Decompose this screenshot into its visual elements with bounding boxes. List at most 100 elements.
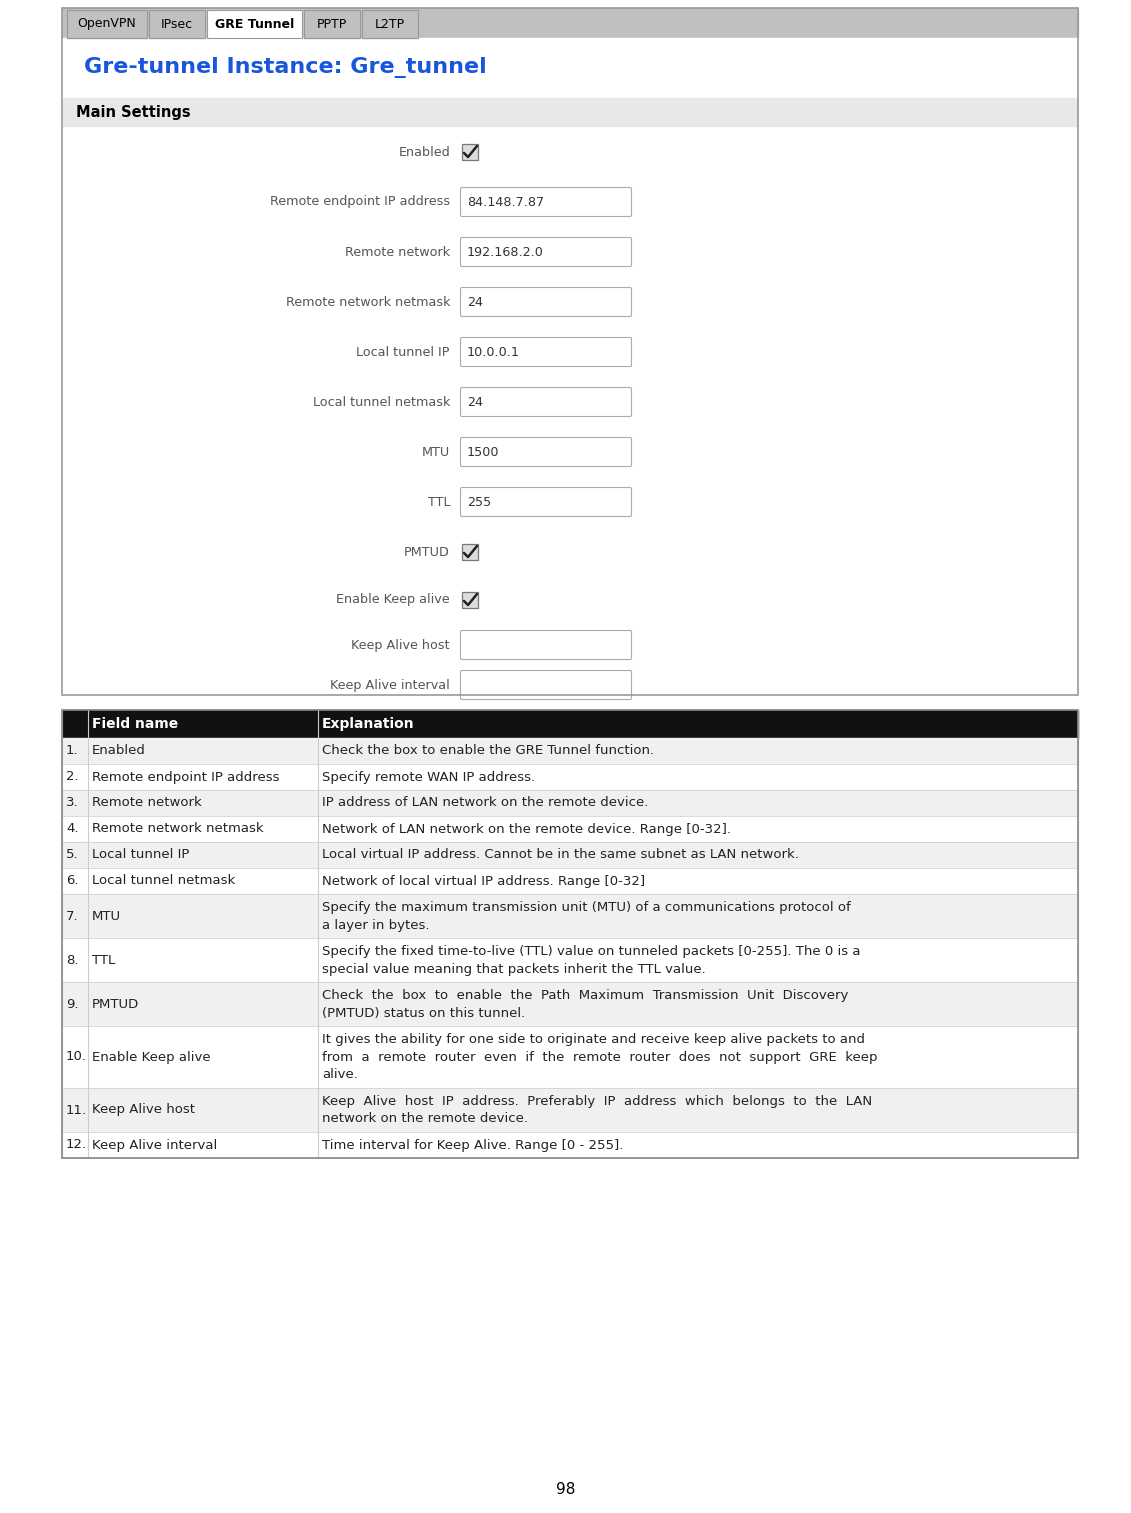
Text: MTU: MTU <box>92 909 121 923</box>
Bar <box>62 710 1078 1157</box>
Bar <box>461 592 478 608</box>
Text: PPTP: PPTP <box>317 18 347 30</box>
Bar <box>62 790 1078 816</box>
Text: 24: 24 <box>467 395 483 409</box>
Text: Keep Alive host: Keep Alive host <box>352 638 450 652</box>
Bar <box>62 894 1078 938</box>
Bar <box>304 11 360 38</box>
Bar <box>62 1132 1078 1157</box>
Text: 1.: 1. <box>66 744 79 758</box>
Text: network on the remote device.: network on the remote device. <box>322 1112 528 1126</box>
Text: OpenVPN: OpenVPN <box>78 18 137 30</box>
Text: 4.: 4. <box>66 823 78 835</box>
Bar <box>207 11 302 38</box>
Text: Enabled: Enabled <box>92 744 146 758</box>
Text: Local tunnel netmask: Local tunnel netmask <box>92 875 235 888</box>
Bar <box>62 1088 1078 1132</box>
Text: IP address of LAN network on the remote device.: IP address of LAN network on the remote … <box>322 796 648 809</box>
Text: 7.: 7. <box>66 909 79 923</box>
Text: Remote network netmask: Remote network netmask <box>285 295 450 309</box>
FancyBboxPatch shape <box>460 487 631 516</box>
Bar <box>62 1026 1078 1088</box>
Text: Explanation: Explanation <box>322 717 415 731</box>
Text: Remote network netmask: Remote network netmask <box>92 823 264 835</box>
Text: Check  the  box  to  enable  the  Path  Maximum  Transmission  Unit  Discovery: Check the box to enable the Path Maximum… <box>322 988 848 1002</box>
Text: TTL: TTL <box>92 953 115 967</box>
Text: Keep Alive interval: Keep Alive interval <box>92 1138 217 1151</box>
Bar <box>149 11 205 38</box>
FancyBboxPatch shape <box>460 287 631 316</box>
Text: Gre-tunnel Instance: Gre_tunnel: Gre-tunnel Instance: Gre_tunnel <box>84 57 486 79</box>
Text: Enabled: Enabled <box>398 145 450 159</box>
Text: Keep  Alive  host  IP  address.  Preferably  IP  address  which  belongs  to  th: Keep Alive host IP address. Preferably I… <box>322 1094 872 1108</box>
Bar <box>62 764 1078 790</box>
Bar <box>461 545 478 560</box>
Bar <box>362 11 418 38</box>
Text: IPsec: IPsec <box>161 18 193 30</box>
Text: (PMTUD) status on this tunnel.: (PMTUD) status on this tunnel. <box>322 1006 525 1020</box>
Text: Remote network: Remote network <box>345 245 450 259</box>
Bar <box>304 11 360 38</box>
Bar <box>67 11 147 38</box>
Text: 6.: 6. <box>66 875 78 888</box>
Text: Specify the fixed time-to-live (TTL) value on tunneled packets [0-255]. The 0 is: Specify the fixed time-to-live (TTL) val… <box>322 944 861 958</box>
Text: Keep Alive interval: Keep Alive interval <box>330 678 450 691</box>
Bar <box>62 710 1078 738</box>
FancyBboxPatch shape <box>460 387 631 416</box>
Bar <box>62 938 1078 982</box>
Bar <box>207 11 302 38</box>
Bar <box>149 11 205 38</box>
Text: Remote network: Remote network <box>92 796 201 809</box>
Text: 12.: 12. <box>66 1138 87 1151</box>
Text: Keep Alive host: Keep Alive host <box>92 1103 195 1117</box>
Text: 1500: 1500 <box>467 445 500 458</box>
Bar <box>62 8 1078 694</box>
Text: 10.0.0.1: 10.0.0.1 <box>467 345 520 359</box>
FancyBboxPatch shape <box>460 238 631 266</box>
Text: TTL: TTL <box>428 495 450 508</box>
Bar <box>362 11 418 38</box>
Bar <box>63 38 1077 694</box>
Text: Local tunnel IP: Local tunnel IP <box>356 345 450 359</box>
Bar <box>62 868 1078 894</box>
FancyBboxPatch shape <box>460 631 631 660</box>
Text: PMTUD: PMTUD <box>404 546 450 558</box>
Text: Enable Keep alive: Enable Keep alive <box>336 593 450 607</box>
Text: Enable Keep alive: Enable Keep alive <box>92 1050 210 1064</box>
Text: 5.: 5. <box>66 849 79 861</box>
Text: from  a  remote  router  even  if  the  remote  router  does  not  support  GRE : from a remote router even if the remote … <box>322 1050 878 1064</box>
Text: 255: 255 <box>467 495 491 508</box>
Bar <box>62 8 1078 38</box>
Text: 24: 24 <box>467 295 483 309</box>
Text: Network of local virtual IP address. Range [0-32]: Network of local virtual IP address. Ran… <box>322 875 645 888</box>
Text: Network of LAN network on the remote device. Range [0-32].: Network of LAN network on the remote dev… <box>322 823 731 835</box>
Text: Specify the maximum transmission unit (MTU) of a communications protocol of: Specify the maximum transmission unit (M… <box>322 900 851 914</box>
Text: It gives the ability for one side to originate and receive keep alive packets to: It gives the ability for one side to ori… <box>322 1032 865 1045</box>
Text: 192.168.2.0: 192.168.2.0 <box>467 245 544 259</box>
Text: 2.: 2. <box>66 770 79 784</box>
Text: Field name: Field name <box>92 717 179 731</box>
FancyBboxPatch shape <box>460 670 631 699</box>
Text: 3.: 3. <box>66 796 79 809</box>
Bar <box>62 982 1078 1026</box>
Text: Specify remote WAN IP address.: Specify remote WAN IP address. <box>322 770 535 784</box>
Bar <box>62 816 1078 843</box>
Text: Main Settings: Main Settings <box>76 104 191 120</box>
FancyBboxPatch shape <box>460 188 631 216</box>
Text: L2TP: L2TP <box>375 18 405 30</box>
FancyBboxPatch shape <box>460 337 631 366</box>
Text: Local virtual IP address. Cannot be in the same subnet as LAN network.: Local virtual IP address. Cannot be in t… <box>322 849 798 861</box>
Text: PMTUD: PMTUD <box>92 997 139 1011</box>
Text: Time interval for Keep Alive. Range [0 - 255].: Time interval for Keep Alive. Range [0 -… <box>322 1138 623 1151</box>
Text: Remote endpoint IP address: Remote endpoint IP address <box>270 195 450 209</box>
Text: Local tunnel IP: Local tunnel IP <box>92 849 189 861</box>
Text: alive.: alive. <box>322 1068 357 1082</box>
Text: 11.: 11. <box>66 1103 87 1117</box>
Text: 10.: 10. <box>66 1050 87 1064</box>
Text: a layer in bytes.: a layer in bytes. <box>322 918 430 932</box>
Text: MTU: MTU <box>422 445 450 458</box>
Bar <box>62 843 1078 868</box>
Text: 98: 98 <box>555 1483 576 1498</box>
Text: GRE Tunnel: GRE Tunnel <box>215 18 294 30</box>
Text: special value meaning that packets inherit the TTL value.: special value meaning that packets inher… <box>322 962 706 976</box>
